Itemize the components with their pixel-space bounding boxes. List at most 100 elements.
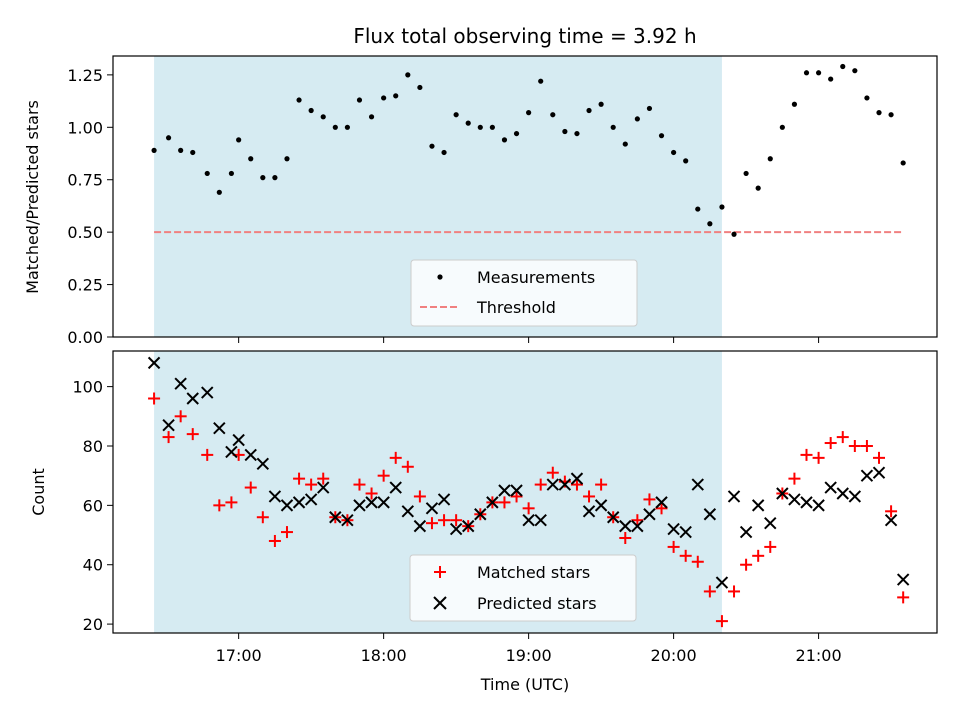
predicted-star-point <box>232 433 245 447</box>
measurement-point <box>332 124 338 130</box>
measurement-point <box>888 112 894 118</box>
plot-area-top <box>112 55 938 338</box>
matched-star-point <box>186 428 199 441</box>
y-bottom-tick-label: 40 <box>83 556 103 575</box>
predicted-star-point <box>619 519 632 533</box>
measurement-point <box>151 147 157 153</box>
predicted-star-point <box>606 511 620 524</box>
measurement-point <box>260 175 266 181</box>
predicted-star-point <box>582 505 596 518</box>
plot-area-bottom <box>112 350 938 634</box>
matched-star-point <box>824 437 837 450</box>
predicted-star-point <box>256 457 270 471</box>
matched-star-point <box>679 549 692 562</box>
measurement-point <box>767 156 773 162</box>
matched-star-point <box>703 585 716 598</box>
measurement-point <box>550 112 556 118</box>
predicted-star-point <box>631 519 644 533</box>
predicted-star-point <box>679 525 692 539</box>
predicted-star-point <box>244 448 257 462</box>
measurement-point <box>876 110 882 116</box>
y-top-tick-label: 0.50 <box>67 223 103 242</box>
legend-marker-matched <box>434 566 446 578</box>
predicted-star-point <box>201 386 214 399</box>
measurement-point <box>284 156 290 162</box>
matched-star-point <box>148 392 161 405</box>
matched-star-point <box>848 439 861 452</box>
measurement-point <box>236 137 242 143</box>
predicted-star-point <box>534 513 547 527</box>
measurement-point <box>828 76 834 82</box>
matched-star-point <box>836 431 849 444</box>
predicted-star-point <box>812 499 825 512</box>
measurement-point <box>574 130 580 137</box>
measurement-point <box>465 120 471 126</box>
matched-star-point <box>812 451 825 464</box>
predicted-star-point <box>824 481 837 494</box>
measurement-point <box>248 156 254 162</box>
y-top-tick-label: 0.75 <box>67 171 103 190</box>
y-bottom-tick-label: 20 <box>83 615 103 634</box>
matched-star-point <box>280 526 293 539</box>
matched-star-point <box>570 478 583 491</box>
measurement-point <box>356 97 363 103</box>
matched-star-point <box>225 496 238 509</box>
measurement-point <box>840 63 846 70</box>
matched-star-point <box>800 448 813 461</box>
predicted-star-point <box>667 522 680 536</box>
legend-top: Measurements Threshold <box>410 259 638 327</box>
matched-star-point <box>353 478 366 491</box>
measurement-point <box>477 124 483 130</box>
x-tick-label: 19:00 <box>506 646 552 665</box>
predicted-star-point <box>401 505 415 518</box>
predicted-star-point <box>425 502 439 515</box>
matched-star-point <box>619 532 632 545</box>
matched-star-point <box>401 460 414 473</box>
matched-star-point <box>546 466 559 479</box>
matched-star-point <box>860 439 873 452</box>
predicted-star-point <box>800 496 813 509</box>
predicted-star-point <box>147 356 161 370</box>
matched-star-point <box>583 490 596 503</box>
measurement-point <box>719 204 725 210</box>
measurement-point <box>695 206 701 212</box>
measurement-point <box>216 189 222 195</box>
predicted-star-point <box>225 445 238 459</box>
matched-star-point <box>425 517 438 530</box>
legend-label-matched: Matched stars <box>477 563 590 582</box>
predicted-star-point <box>715 576 729 589</box>
predicted-star-point <box>691 478 704 491</box>
measurement-point <box>852 68 858 74</box>
predicted-star-point <box>872 466 886 479</box>
measurement-point <box>671 149 677 156</box>
predicted-star-point <box>570 472 584 485</box>
measurement-point <box>417 84 423 91</box>
matched-star-point <box>268 534 281 547</box>
measurement-point <box>707 221 713 227</box>
predicted-star-point <box>764 516 777 530</box>
matched-star-point <box>510 490 523 503</box>
measurement-point <box>864 95 870 101</box>
measurement-point <box>405 72 411 78</box>
predicted-star-point <box>341 513 354 527</box>
measurement-point <box>743 170 749 177</box>
predicted-star-point <box>848 490 862 503</box>
predicted-star-point <box>174 377 187 390</box>
matched-star-point <box>244 481 257 494</box>
measurement-point <box>598 101 604 107</box>
measurement-point <box>272 175 278 181</box>
x-axis-label: Time (UTC) <box>480 675 569 694</box>
panel-counts: 20 40 60 80 100 17:00 18:00 19:00 20:00 21:00 Co… <box>29 350 938 694</box>
predicted-star-point <box>162 419 175 432</box>
matched-star-point <box>305 478 318 491</box>
matched-star-point <box>365 487 378 500</box>
y-top-tick-label: 0.00 <box>67 328 103 347</box>
measurement-point <box>393 93 399 99</box>
y-top-tick-label: 0.25 <box>67 276 103 295</box>
measurement-point <box>755 185 761 191</box>
measurement-point <box>803 70 810 76</box>
y-axis-label-bottom: Count <box>29 468 48 516</box>
predicted-star-point <box>643 508 656 521</box>
predicted-star-point <box>655 496 668 509</box>
